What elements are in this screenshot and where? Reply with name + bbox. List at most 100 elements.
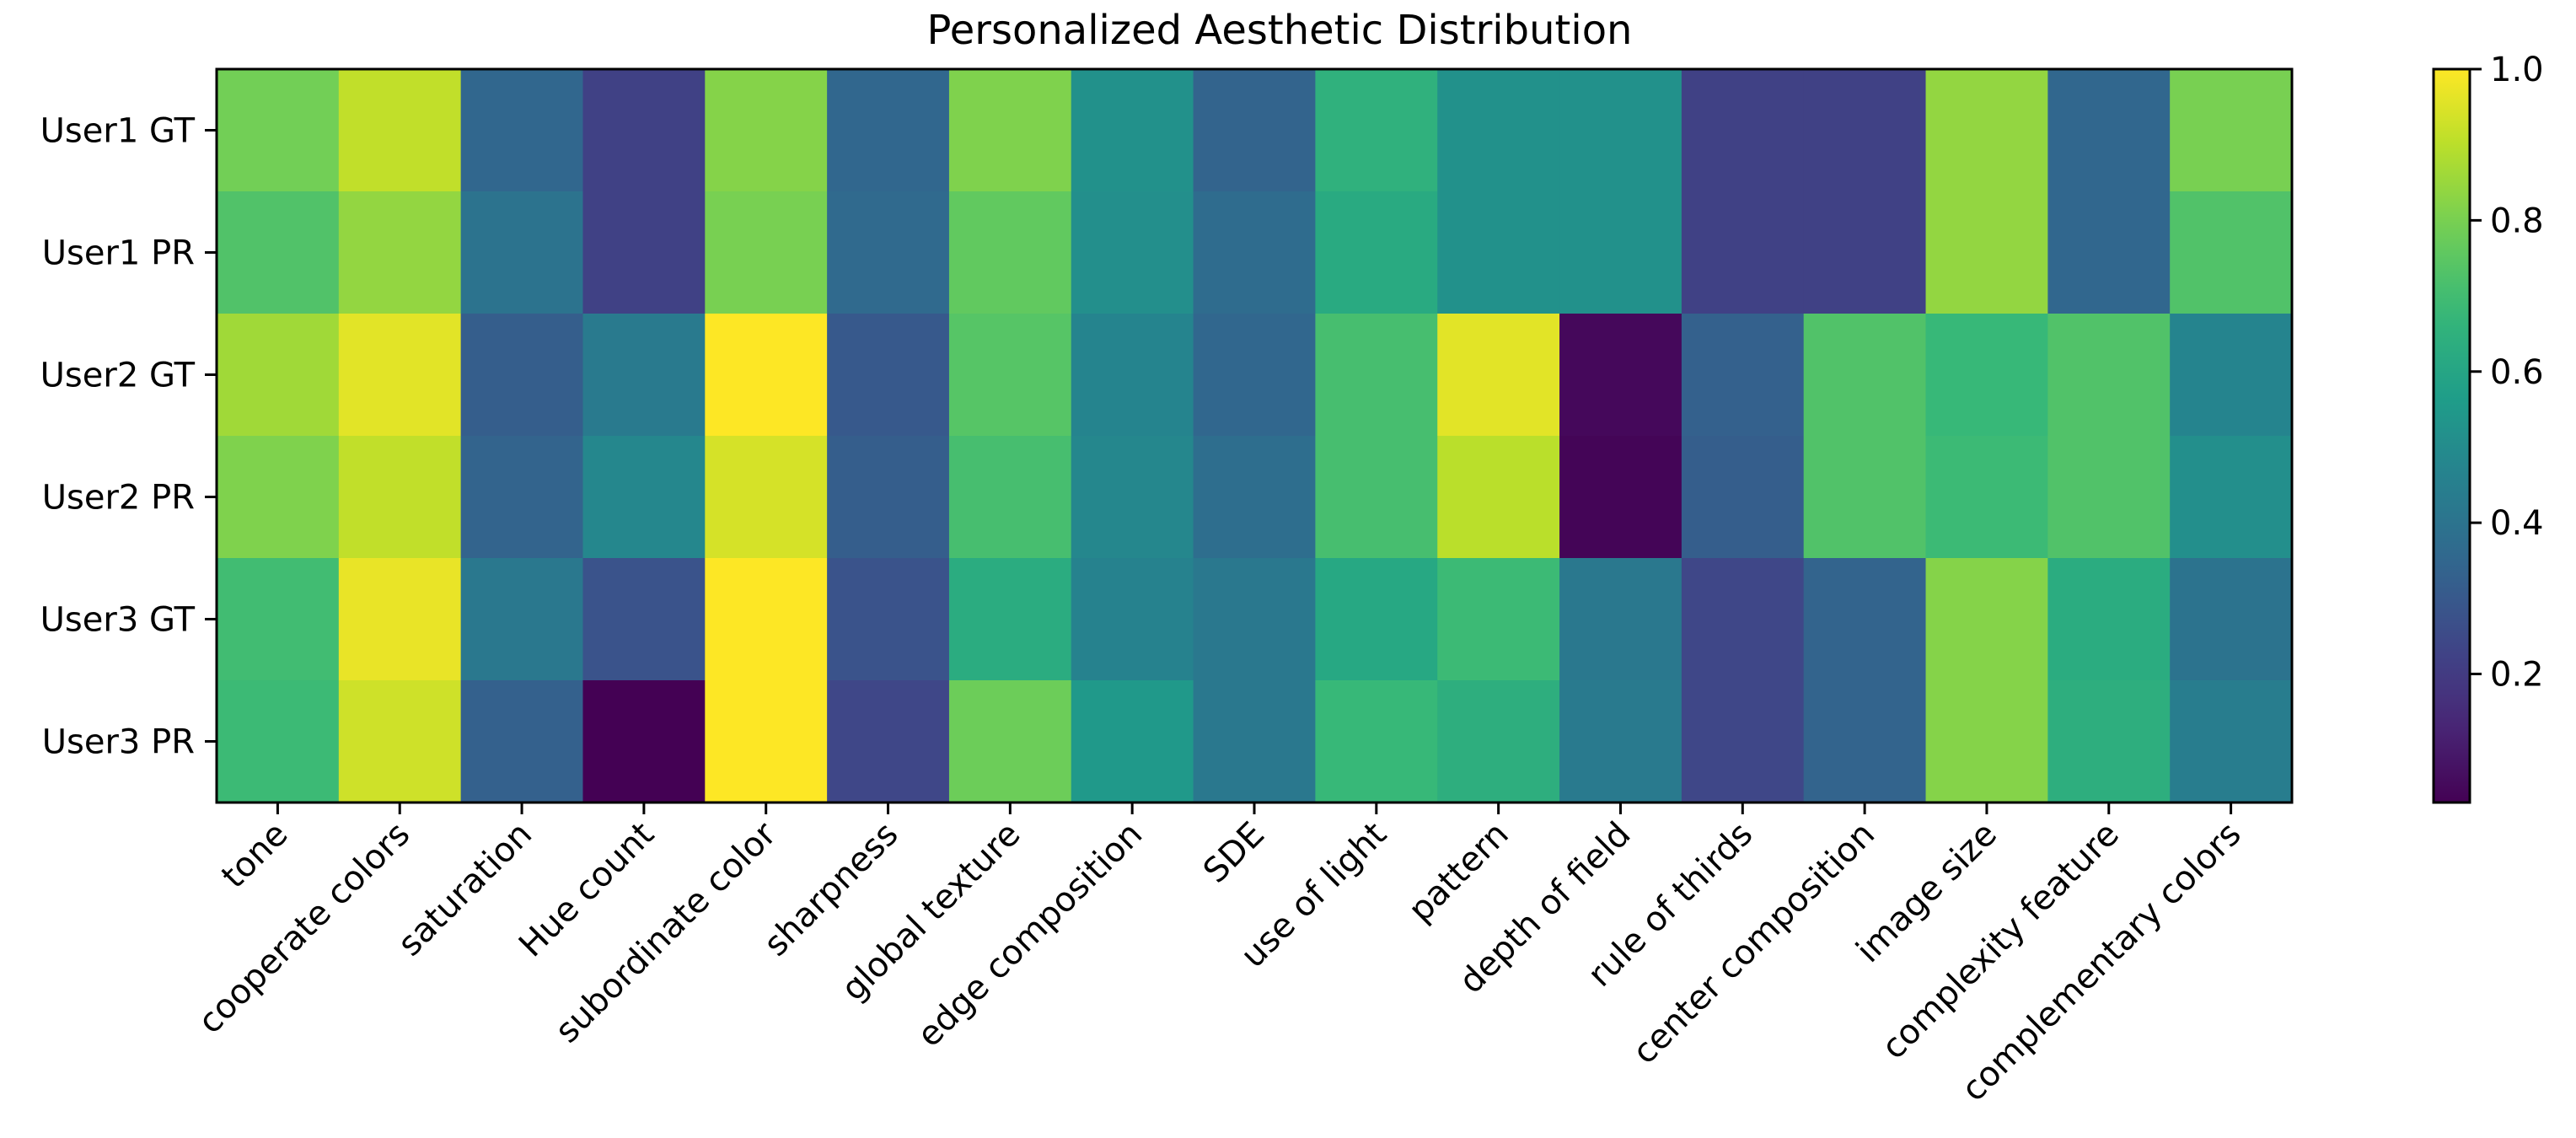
heatmap-cell	[1559, 191, 1682, 314]
x-tick-label: tone	[214, 815, 295, 896]
x-tick-label: center composition	[1625, 815, 1882, 1072]
heatmap-cell	[1193, 314, 1317, 437]
y-tick-label: User3 GT	[40, 601, 196, 640]
heatmap-cell	[1071, 69, 1194, 192]
heatmap-cell	[1803, 558, 1927, 681]
y-tick-label: User2 PR	[42, 479, 195, 518]
heatmap-cell	[1803, 314, 1927, 437]
heatmap-cell	[948, 680, 1072, 803]
heatmap-cell	[705, 680, 828, 803]
heatmap-cell	[460, 436, 584, 559]
y-tick-label: User1 PR	[42, 234, 195, 273]
heatmap-cell	[2047, 191, 2171, 314]
heatmap-cell	[1071, 191, 1194, 314]
heatmap-cell	[2047, 680, 2171, 803]
heatmap-cell	[1681, 314, 1805, 437]
heatmap-cell	[2047, 69, 2171, 192]
y-tick-label: User3 PR	[42, 723, 195, 762]
heatmap-cell	[338, 69, 462, 192]
y-tick-label: User2 GT	[40, 357, 196, 395]
heatmap-cell	[338, 314, 462, 437]
colorbar-axis: 0.2 0.4 0.6 0.8 1.0	[2470, 51, 2544, 695]
heatmap-cell	[460, 680, 584, 803]
heatmap-cell	[705, 314, 828, 437]
heatmap-cell	[2170, 436, 2293, 559]
colorbar-bar	[2432, 67, 2471, 804]
heatmap-cell	[948, 436, 1072, 559]
heatmap-cell	[1925, 436, 2048, 559]
heatmap-cell	[827, 558, 950, 681]
heatmap-cell	[1315, 436, 1438, 559]
heatmap-cell	[582, 191, 706, 314]
heatmap-cell	[1315, 191, 1438, 314]
heatmap-cell	[1437, 558, 1560, 681]
heatmap-cell	[705, 436, 828, 559]
heatmap-cell	[217, 69, 340, 192]
heatmap-cell	[582, 436, 706, 559]
heatmap-cell	[1681, 680, 1805, 803]
heatmap-cell	[1071, 680, 1194, 803]
heatmap-cell	[1071, 558, 1194, 681]
colorbar-tick-label: 0.4	[2490, 504, 2544, 543]
heatmap-cell	[217, 680, 340, 803]
heatmap-cell	[2047, 436, 2171, 559]
heatmap-cell	[217, 436, 340, 559]
heatmap-cell	[1681, 558, 1805, 681]
heatmap-cell	[1437, 680, 1560, 803]
x-tick-label: SDE	[1196, 815, 1272, 891]
heatmap-cell	[1681, 436, 1805, 559]
heatmap-cell	[827, 69, 950, 192]
heatmap-cell	[1925, 69, 2048, 192]
heatmap-cell	[1925, 314, 2048, 437]
heatmap-cell	[1071, 314, 1194, 437]
heatmap-cell	[1803, 436, 1927, 559]
heatmap-cell	[1193, 680, 1317, 803]
heatmap-cell	[338, 680, 462, 803]
heatmap-cell	[827, 436, 950, 559]
heatmap-cell	[2170, 314, 2293, 437]
heatmap-cell	[1559, 558, 1682, 681]
heatmap-cell	[217, 314, 340, 437]
heatmap-cell	[948, 191, 1072, 314]
heatmap-cell	[1071, 436, 1194, 559]
heatmap-cell	[1437, 314, 1560, 437]
heatmap-cell	[217, 558, 340, 681]
x-tick-label: complexity feature	[1875, 815, 2127, 1067]
chart-title: Personalized Aesthetic Distribution	[927, 7, 1633, 54]
colorbar-tick-label: 0.8	[2490, 201, 2544, 240]
heatmap-cell	[2170, 558, 2293, 681]
heatmap-cell	[1803, 680, 1927, 803]
colorbar-tick-label: 0.6	[2490, 353, 2544, 392]
heatmap-cell	[582, 558, 706, 681]
heatmap-cell	[582, 314, 706, 437]
heatmap-cell	[948, 558, 1072, 681]
heatmap-cell	[1315, 314, 1438, 437]
heatmap-cell	[2047, 314, 2171, 437]
x-tick-label: pattern	[1401, 815, 1516, 930]
heatmap-cell	[338, 436, 462, 559]
heatmap-cell	[460, 69, 584, 192]
x-tick-label: subordinate color	[548, 814, 784, 1050]
heatmap-cell	[217, 191, 340, 314]
heatmap-cell	[460, 314, 584, 437]
heatmap-cell	[705, 558, 828, 681]
x-tick-label: edge composition	[910, 815, 1151, 1055]
heatmap-cell	[1559, 69, 1682, 192]
heatmap-cell	[705, 191, 828, 314]
heatmap-cell	[1925, 191, 2048, 314]
heatmap-cell	[1193, 69, 1317, 192]
heatmap-cell	[948, 69, 1072, 192]
x-tick-label: cooperate colors	[191, 815, 417, 1042]
colorbar-tick-label: 1.0	[2490, 51, 2544, 89]
heatmap-cell	[1681, 191, 1805, 314]
heatmap-cell	[338, 558, 462, 681]
heatmap-cell	[2170, 680, 2293, 803]
heatmap-cell	[2170, 69, 2293, 192]
heatmap-cell	[460, 191, 584, 314]
heatmap-cell	[705, 69, 828, 192]
heatmap-cell	[1315, 680, 1438, 803]
heatmap-cell	[1315, 69, 1438, 192]
heatmap-cell	[582, 680, 706, 803]
